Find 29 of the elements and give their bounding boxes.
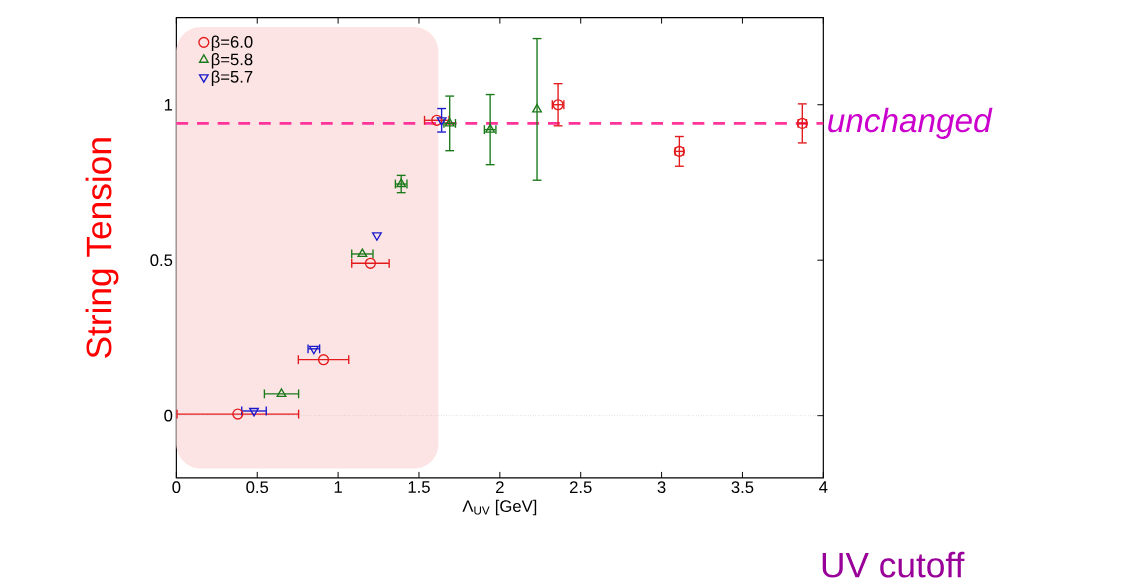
point [436, 117, 447, 126]
point [357, 248, 368, 258]
point [232, 408, 244, 420]
text: UV cutoff [822, 551, 965, 578]
point [249, 407, 259, 417]
legend-label: β=5.7 [211, 70, 253, 87]
point [431, 114, 443, 126]
legend-label: β=5.8 [211, 53, 253, 69]
point [276, 388, 287, 398]
y-tick-label: 0 [164, 409, 173, 422]
y-tick-label: 1 [164, 98, 173, 111]
y-tick-label: 0.5 [150, 254, 173, 267]
legend-label: β=6.0 [211, 35, 253, 52]
x-tick-label: 0.5 [246, 481, 269, 494]
x-tick-label: 2.5 [569, 481, 592, 494]
point [371, 232, 382, 241]
x-tick-label: 3 [657, 481, 666, 494]
x-tick-label: 3.5 [731, 481, 754, 494]
point [364, 257, 377, 269]
x-axis-title: Λ$_{UV}$ [GeV] [462, 499, 537, 516]
point [317, 354, 330, 366]
point [532, 103, 542, 113]
x-tick-label: 1 [334, 481, 342, 493]
y-axis-title: String Tension [85, 138, 119, 358]
ref-line-label: unchanged [828, 107, 993, 139]
x-tick-label: 2 [496, 481, 504, 493]
x-tick-label: 0 [172, 481, 181, 494]
x-tick-label: 1.5 [408, 481, 430, 493]
x-tick-label: 4 [819, 481, 828, 493]
